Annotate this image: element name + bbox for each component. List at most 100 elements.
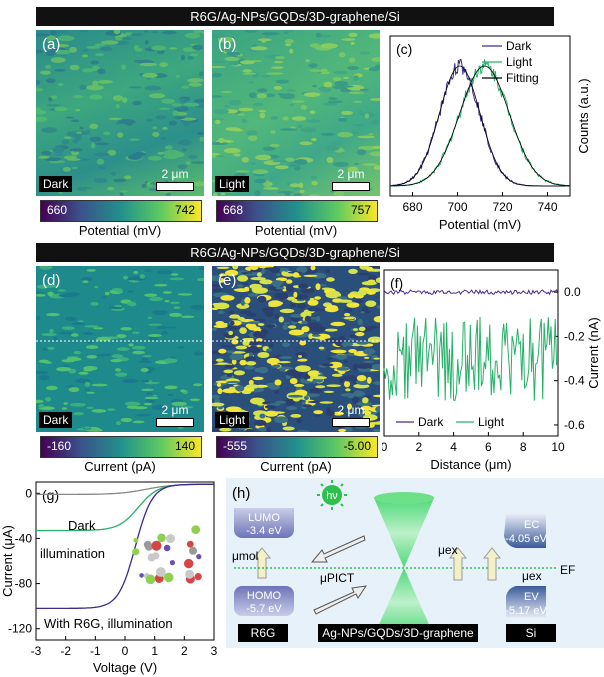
texture-blob xyxy=(253,419,267,426)
texture-blob xyxy=(274,416,289,424)
panel-d-cbar-caption: Current (pA) xyxy=(84,459,156,474)
panel-f-ytick-label: -0.2 xyxy=(564,329,585,343)
texture-blob xyxy=(233,370,245,376)
texture-blob xyxy=(91,142,96,149)
texture-blob xyxy=(368,336,380,343)
texture-blob xyxy=(259,112,266,119)
texture-blob xyxy=(63,155,78,160)
texture-blob xyxy=(302,404,312,408)
texture-blob xyxy=(369,151,380,157)
texture-blob xyxy=(117,132,124,138)
panel-e-condition-tag: Light xyxy=(215,412,250,428)
texture-blob xyxy=(107,149,117,156)
texture-blob xyxy=(238,107,254,112)
texture-blob xyxy=(347,396,355,399)
texture-blob xyxy=(78,130,91,135)
texture-blob xyxy=(306,119,321,123)
texture-blob xyxy=(246,130,258,136)
texture-blob xyxy=(244,30,258,33)
texture-blob xyxy=(252,376,264,381)
texture-blob xyxy=(180,55,185,61)
texture-blob xyxy=(97,80,113,84)
texture-blob xyxy=(115,36,123,41)
panel-a-potential-map: (a) Dark 2 μm xyxy=(36,30,204,196)
texture-blob xyxy=(65,292,81,297)
texture-blob xyxy=(301,326,310,333)
panel-d-cbar-min: -160 xyxy=(47,439,72,453)
texture-blob xyxy=(237,317,245,321)
texture-blob xyxy=(271,364,281,368)
texture-blob xyxy=(278,316,284,323)
texture-blob xyxy=(177,346,185,349)
texture-blob xyxy=(304,315,312,323)
texture-blob xyxy=(220,91,233,93)
texture-blob xyxy=(36,107,42,112)
texture-blob xyxy=(315,385,326,389)
texture-blob xyxy=(233,153,240,156)
texture-blob xyxy=(337,117,347,122)
texture-blob xyxy=(241,118,247,124)
panel-g-xtick-label: -2 xyxy=(60,644,71,658)
texture-blob xyxy=(196,277,204,282)
texture-blob xyxy=(365,300,377,307)
texture-blob xyxy=(215,155,224,158)
texture-blob xyxy=(212,33,228,38)
texture-blob xyxy=(255,154,272,161)
texture-blob xyxy=(362,163,378,166)
texture-blob xyxy=(248,135,258,141)
panel-c-xtick-label: 720 xyxy=(492,200,512,214)
texture-blob xyxy=(311,181,318,186)
texture-blob xyxy=(92,80,99,87)
panel-c-xtick-label: 740 xyxy=(537,200,557,214)
r6g-molecule-icon xyxy=(132,525,202,585)
texture-blob xyxy=(87,341,93,345)
texture-blob xyxy=(313,410,323,415)
texture-blob xyxy=(133,270,139,275)
texture-blob xyxy=(107,186,114,191)
texture-blob xyxy=(89,94,103,100)
texture-blob xyxy=(116,421,121,426)
texture-blob xyxy=(151,31,159,34)
texture-blob xyxy=(129,138,140,141)
texture-blob xyxy=(307,299,319,306)
texture-blob xyxy=(332,411,344,416)
texture-blob xyxy=(220,192,226,196)
texture-blob xyxy=(185,161,191,165)
texture-blob xyxy=(144,402,152,406)
texture-blob xyxy=(198,71,204,77)
texture-blob xyxy=(371,363,380,371)
texture-blob xyxy=(333,161,349,167)
texture-blob xyxy=(132,100,142,106)
texture-blob xyxy=(250,46,268,51)
panel-d-condition-tag: Dark xyxy=(39,412,73,428)
texture-blob xyxy=(266,324,276,329)
panel-f-ytick-label: -0.4 xyxy=(564,374,585,388)
texture-blob xyxy=(220,295,235,301)
r6g-box xyxy=(238,624,288,642)
panel-f-legend-item: Light xyxy=(478,415,505,429)
texture-blob xyxy=(358,110,363,115)
texture-blob xyxy=(41,151,52,156)
texture-blob xyxy=(333,190,345,196)
texture-blob xyxy=(290,126,296,129)
texture-blob xyxy=(366,289,376,295)
texture-blob xyxy=(309,372,321,375)
panel-g-ytick-label: -120 xyxy=(8,622,32,636)
texture-blob xyxy=(212,66,226,68)
texture-blob xyxy=(268,300,282,307)
texture-blob xyxy=(52,147,65,154)
ef-text: EF xyxy=(560,563,575,577)
texture-blob xyxy=(66,385,75,388)
texture-blob xyxy=(91,383,108,387)
texture-blob xyxy=(320,132,335,136)
texture-blob xyxy=(228,99,242,106)
texture-blob xyxy=(324,268,331,274)
texture-blob xyxy=(376,305,380,309)
texture-blob xyxy=(214,398,221,404)
texture-blob xyxy=(213,302,230,310)
panel-e-cbar-max: -5.00 xyxy=(343,439,371,453)
texture-blob xyxy=(180,117,197,121)
texture-blob xyxy=(310,266,316,271)
texture-blob xyxy=(67,131,73,135)
texture-blob xyxy=(184,32,201,39)
